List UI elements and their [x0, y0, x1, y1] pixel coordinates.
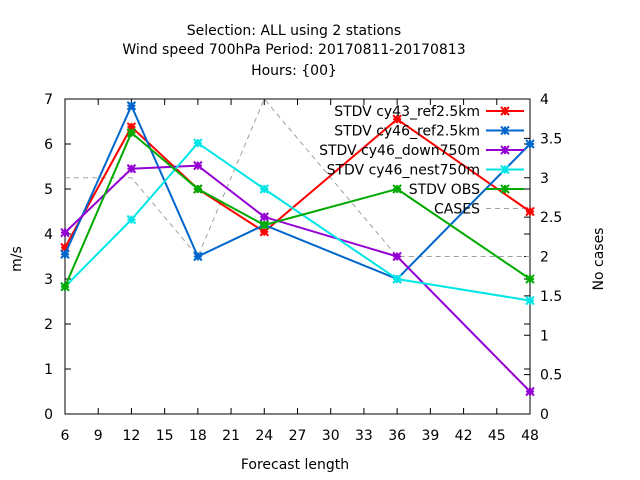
legend-label: STDV OBS: [409, 182, 480, 198]
data-point-stdv-cy46-ref2-5km: [525, 139, 535, 149]
data-point-stdv-obs: [60, 281, 70, 292]
x-tick-label: 21: [222, 428, 240, 444]
series-line-stdv-cy43-ref2-5km: [64, 117, 531, 248]
x-tick-label: 24: [255, 428, 273, 444]
data-point-stdv-cy46-down750m: [259, 212, 269, 222]
series-line-stdv-cy46-nest750m: [64, 141, 531, 302]
legend-marker: [500, 106, 510, 116]
y-tick-label: 6: [44, 137, 53, 153]
x-tick-label: 12: [123, 428, 141, 444]
y-tick-label: 3: [44, 272, 53, 288]
series-layer: [60, 98, 535, 397]
series-line-stdv-cy46-down750m: [64, 164, 531, 393]
data-point-stdv-obs: [193, 184, 203, 194]
y2-tick-label: 0: [540, 407, 549, 423]
x-tick-label: 15: [156, 428, 174, 444]
x-tick-label: 48: [521, 428, 539, 444]
y2-tick-label: 1.5: [540, 289, 562, 305]
y2-tick-label: 3: [540, 171, 549, 187]
x-tick-label: 36: [388, 428, 406, 444]
data-point-stdv-cy43-ref2-5km: [525, 206, 535, 217]
y-tick-label: 1: [44, 362, 53, 378]
data-point-stdv-cy43-ref2-5km: [259, 227, 269, 237]
y2-tick-label: 4: [540, 92, 549, 108]
x-tick-label: 6: [61, 428, 70, 444]
series-stdv-obs: [60, 128, 535, 292]
legend-marker: [500, 145, 510, 155]
legend-label: STDV cy43_ref2.5km: [334, 104, 480, 120]
legend-label: CASES: [434, 202, 480, 218]
x-tick-label: 30: [322, 428, 340, 444]
data-point-stdv-cy43-ref2-5km: [126, 122, 137, 132]
data-point-stdv-cy46-nest750m: [259, 184, 269, 194]
data-point-stdv-cy46-down750m: [392, 251, 402, 262]
x-tick-label: 33: [355, 428, 373, 444]
data-point-stdv-obs: [259, 220, 269, 230]
series-stdv-cy46-down750m: [60, 160, 535, 397]
y-tick-label: 0: [44, 407, 53, 423]
series-line-stdv-cy46-ref2-5km: [64, 103, 531, 281]
chart-title-line-3: Hours: {00}: [251, 63, 337, 79]
legend-marker: [500, 125, 510, 136]
data-point-stdv-cy46-down750m: [193, 160, 203, 171]
y-axis-ticks: 0 1 2 3 4 5 6 7: [44, 92, 530, 423]
x-tick-label: 9: [94, 428, 103, 444]
data-point-stdv-obs: [392, 184, 402, 194]
data-point-stdv-cy46-down750m: [525, 386, 535, 397]
x-tick-label: 18: [189, 428, 207, 444]
data-point-stdv-cy46-ref2-5km: [60, 249, 70, 259]
y2-tick-label: 2.5: [540, 210, 562, 226]
data-point-stdv-cy46-down750m: [60, 227, 70, 238]
data-point-stdv-cy43-ref2-5km: [392, 114, 402, 124]
legend-label: STDV cy46_ref2.5km: [334, 124, 480, 140]
y-tick-label: 7: [44, 92, 53, 108]
data-point-stdv-cy46-nest750m: [392, 274, 402, 284]
y-axis-label: m/s: [9, 246, 25, 272]
y2-axis-ticks: 0 0.5 1 1.5 2 2.5 3 3.5 4: [524, 92, 562, 423]
series-line-stdv-obs: [64, 131, 531, 288]
data-point-stdv-cy46-nest750m: [193, 138, 203, 148]
legend-marker: [500, 164, 510, 175]
series-stdv-cy46-nest750m: [60, 138, 535, 306]
data-point-stdv-cy46-nest750m: [525, 295, 535, 306]
legend-marker: [500, 184, 510, 194]
chart-title-line-1: Selection: ALL using 2 stations: [187, 23, 401, 39]
x-tick-label: 39: [421, 428, 439, 444]
x-tick-label: 45: [488, 428, 506, 444]
y-tick-label: 5: [44, 182, 53, 198]
x-axis-ticks: 6 9 12 15 18 21 24 27 30 33 36 39 42 45 48: [61, 99, 539, 444]
y-tick-label: 2: [44, 317, 53, 333]
y2-tick-label: 3.5: [540, 131, 562, 147]
chart-title-line-2: Wind speed 700hPa Period: 20170811-20170…: [122, 42, 465, 58]
y2-axis-label: No cases: [591, 228, 607, 291]
data-point-stdv-obs: [126, 128, 137, 138]
data-point-stdv-cy46-ref2-5km: [126, 101, 137, 111]
legend-label: STDV cy46_nest750m: [327, 163, 480, 179]
x-tick-label: 42: [455, 428, 473, 444]
y-tick-label: 4: [44, 227, 53, 243]
x-axis-label: Forecast length: [241, 457, 349, 473]
y2-tick-label: 2: [540, 250, 549, 266]
data-point-stdv-cy46-ref2-5km: [193, 251, 203, 262]
x-tick-label: 27: [289, 428, 307, 444]
data-point-stdv-cy46-down750m: [126, 164, 137, 174]
legend: STDV cy43_ref2.5km STDV cy46_ref2.5km STDV…: [319, 104, 524, 218]
legend-label: STDV cy46_down750m: [319, 143, 480, 159]
data-point-stdv-cy46-nest750m: [126, 214, 137, 225]
data-point-stdv-cy43-ref2-5km: [60, 242, 70, 253]
y2-tick-label: 0.5: [540, 368, 562, 384]
data-point-stdv-obs: [525, 274, 535, 284]
y2-tick-label: 1: [540, 328, 549, 344]
